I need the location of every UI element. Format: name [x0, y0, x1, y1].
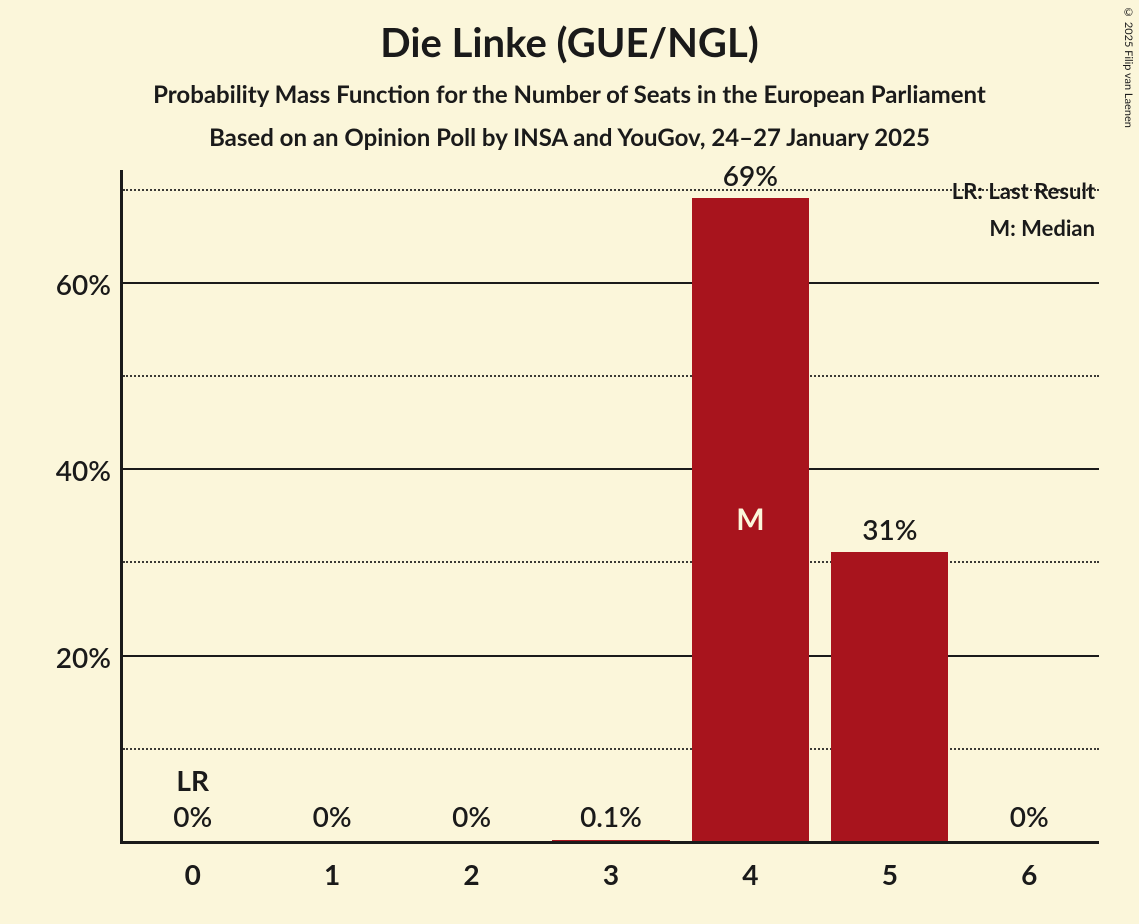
- bar-cell: 0%2: [402, 170, 541, 841]
- y-axis-label: 60%: [56, 267, 123, 301]
- bar-value-label: 0.1%: [541, 799, 680, 833]
- bar-value-label: 69%: [681, 158, 820, 192]
- bar: [831, 552, 948, 841]
- bar-value-label: 0%: [402, 799, 541, 833]
- bar: M: [692, 198, 809, 841]
- copyright-text: © 2025 Filip van Laenen: [1122, 6, 1135, 128]
- y-axis-label: 40%: [56, 453, 123, 487]
- bar-value-label: 31%: [820, 512, 959, 546]
- chart-title: Die Linke (GUE/NGL): [0, 0, 1139, 66]
- plot-area: LR: Last Result M: Median 20%40%60% 0%LR…: [120, 170, 1099, 844]
- bar-cell: 31%5: [820, 170, 959, 841]
- chart-container: LR: Last Result M: Median 20%40%60% 0%LR…: [60, 170, 1109, 894]
- bar-cell: M69%4: [681, 170, 820, 841]
- x-axis-label: 3: [541, 841, 680, 891]
- x-axis-label: 6: [960, 841, 1099, 891]
- bar-cell: 0%1: [262, 170, 401, 841]
- x-axis-label: 2: [402, 841, 541, 891]
- bar-value-label: 0%: [123, 799, 262, 833]
- bar-cell: 0%LR0: [123, 170, 262, 841]
- chart-subtitle-1: Probability Mass Function for the Number…: [0, 80, 1139, 109]
- chart-subtitle-2: Based on an Opinion Poll by INSA and You…: [0, 123, 1139, 152]
- bar-cell: 0%6: [960, 170, 1099, 841]
- median-marker: M: [692, 501, 809, 537]
- x-axis-label: 0: [123, 841, 262, 891]
- x-axis-label: 1: [262, 841, 401, 891]
- lr-marker: LR: [123, 763, 262, 797]
- bar-value-label: 0%: [960, 799, 1099, 833]
- x-axis-label: 5: [820, 841, 959, 891]
- y-axis-label: 20%: [56, 640, 123, 674]
- x-axis-label: 4: [681, 841, 820, 891]
- bar-value-label: 0%: [262, 799, 401, 833]
- bar-cell: 0.1%3: [541, 170, 680, 841]
- bars-group: 0%LR00%10%20.1%3M69%431%50%6: [123, 170, 1099, 841]
